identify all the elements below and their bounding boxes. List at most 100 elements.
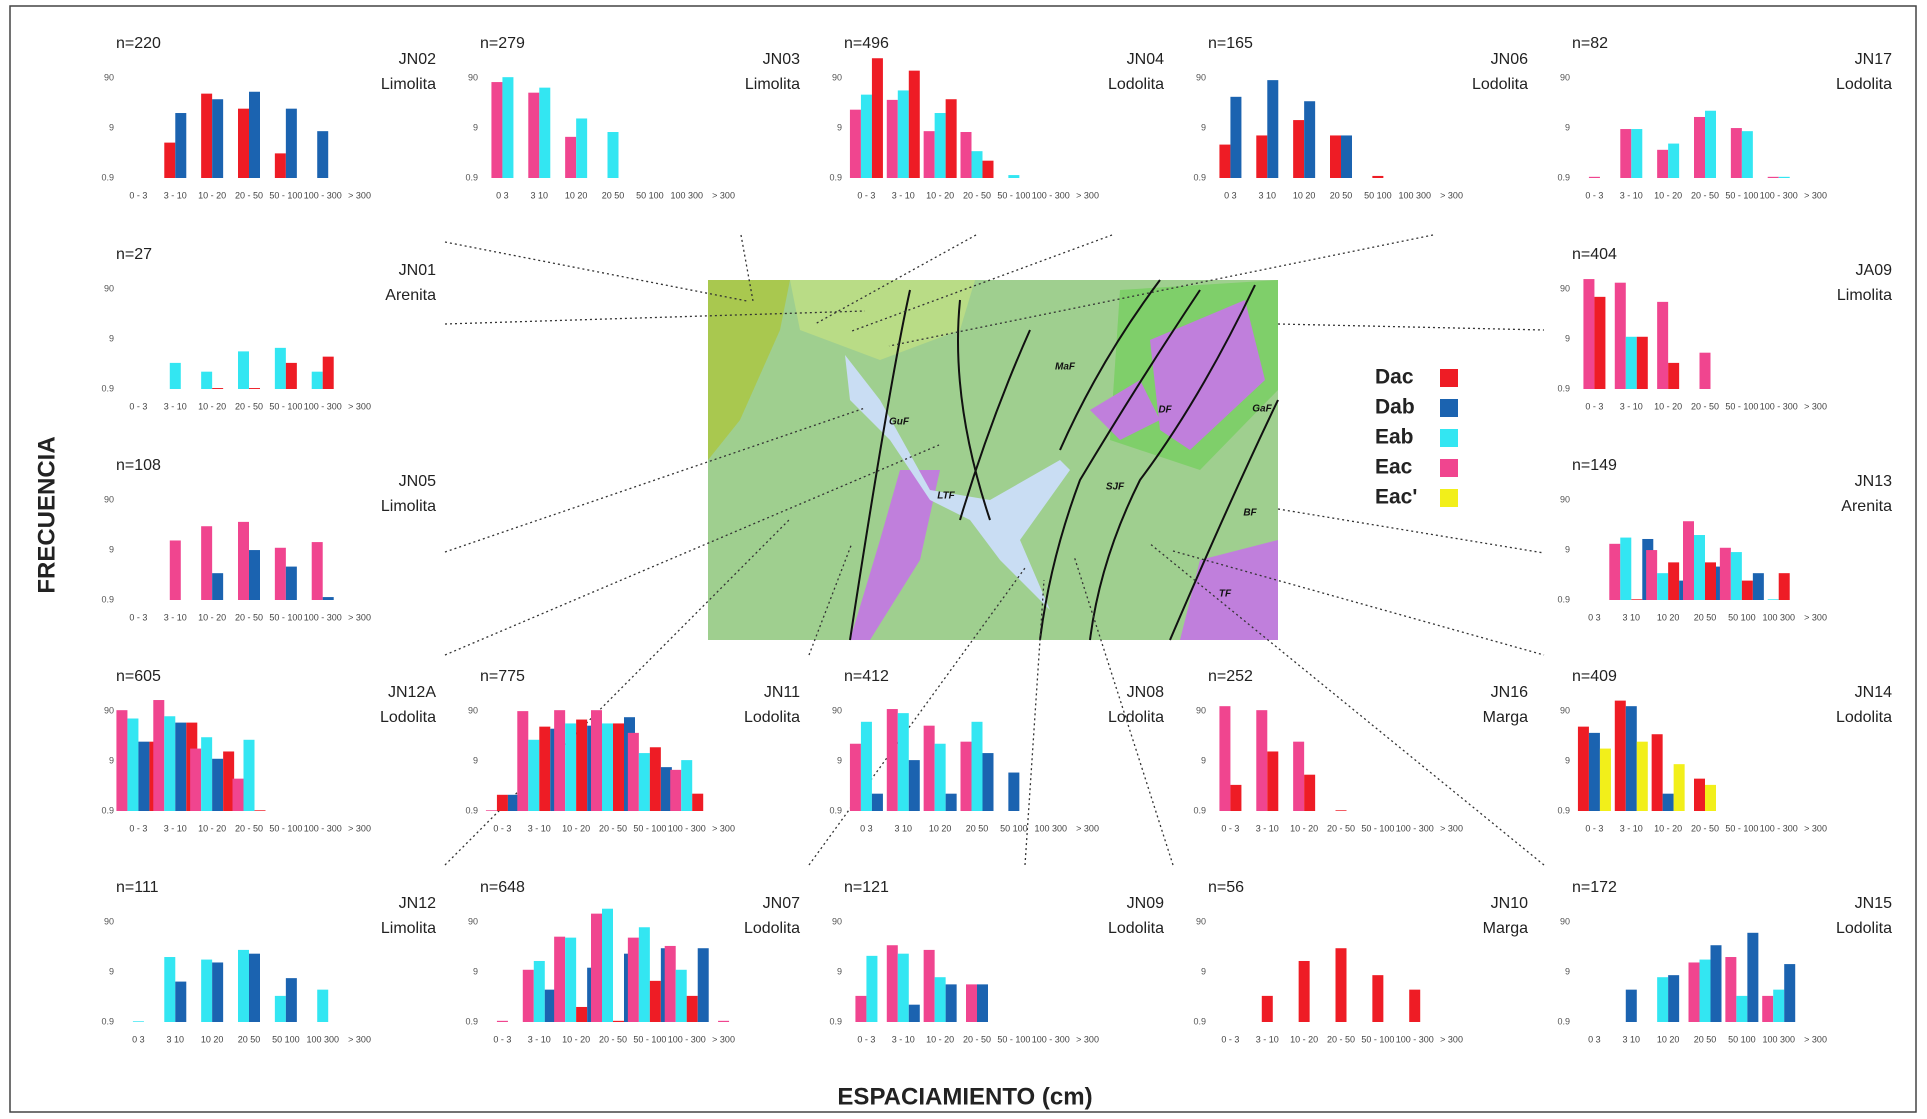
bar: [639, 753, 650, 811]
x-tick-label: 20 - 50: [599, 1034, 627, 1044]
bar: [223, 751, 234, 811]
panel-lithology: Lodolita: [1836, 709, 1892, 726]
y-tick-label: 9: [1565, 122, 1570, 132]
bar: [1768, 599, 1779, 600]
bar: [275, 348, 286, 389]
bar: [1620, 538, 1631, 600]
bar: [212, 759, 223, 811]
y-tick-label: 90: [1560, 494, 1570, 504]
bar: [946, 794, 957, 811]
bar: [1637, 337, 1648, 389]
n-label: n=409: [1572, 668, 1617, 685]
x-tick-label: > 300: [712, 823, 735, 833]
x-tick-label: 3 - 10: [1620, 823, 1643, 833]
x-tick-label: > 300: [348, 190, 371, 200]
bar: [565, 723, 576, 811]
bar: [1657, 150, 1668, 178]
x-tick-label: 0 - 3: [129, 612, 147, 622]
panel-lithology: Arenita: [385, 287, 436, 304]
bar: [1293, 120, 1304, 178]
n-label: n=605: [116, 668, 161, 685]
bar: [249, 388, 260, 389]
x-tick-label: 0 - 3: [129, 401, 147, 411]
x-tick-label: 50 - 100: [633, 823, 666, 833]
x-tick-label: 100 - 300: [1032, 1034, 1070, 1044]
bar: [1689, 962, 1700, 1022]
bar: [935, 744, 946, 811]
panel-lithology: Lodolita: [1836, 920, 1892, 937]
x-tick-label: 10 20: [1657, 612, 1680, 622]
x-tick-label: 10 - 20: [1290, 823, 1318, 833]
bar: [1372, 176, 1383, 178]
bar: [1742, 581, 1753, 600]
x-tick-label: 50 - 100: [269, 612, 302, 622]
bar: [190, 749, 201, 811]
bar: [650, 747, 661, 811]
x-tick-label: 0 3: [132, 1034, 145, 1044]
x-tick-label: 10 - 20: [198, 612, 226, 622]
bar: [898, 954, 909, 1022]
bar: [312, 542, 323, 600]
bar: [212, 962, 223, 1022]
y-tick-label: 0.9: [1557, 172, 1570, 182]
map-label: LTF: [937, 491, 955, 502]
bar: [249, 92, 260, 178]
panel-lithology: Lodolita: [744, 920, 800, 937]
bar: [961, 132, 972, 178]
bar: [977, 984, 988, 1022]
y-tick-label: 0.9: [1193, 805, 1206, 815]
x-tick-label: 20 - 50: [1327, 1034, 1355, 1044]
y-tick-label: 9: [1565, 544, 1570, 554]
y-tick-label: 9: [837, 122, 842, 132]
x-tick-label: 50 - 100: [1361, 823, 1394, 833]
x-tick-label: > 300: [1804, 1034, 1827, 1044]
bar: [872, 794, 883, 811]
bar: [670, 770, 681, 811]
bar: [909, 760, 920, 811]
bar: [1626, 990, 1637, 1022]
x-tick-label: 10 - 20: [198, 190, 226, 200]
bar: [1652, 734, 1663, 811]
x-tick-label: 50 100: [1364, 190, 1392, 200]
n-label: n=252: [1208, 668, 1253, 685]
y-tick-label: 90: [1560, 72, 1570, 82]
panel-lithology: Lodolita: [1108, 76, 1164, 93]
n-label: n=648: [480, 879, 525, 896]
x-tick-label: 0 - 3: [129, 823, 147, 833]
bar: [1657, 573, 1668, 600]
x-tick-label: > 300: [1076, 823, 1099, 833]
bar: [545, 990, 556, 1022]
y-tick-label: 0.9: [1557, 383, 1570, 393]
x-tick-label: 50 - 100: [997, 190, 1030, 200]
bar: [1341, 135, 1352, 178]
bar: [1409, 990, 1420, 1022]
x-tick-label: > 300: [1804, 612, 1827, 622]
x-tick-label: 100 - 300: [1396, 1034, 1434, 1044]
bar: [591, 914, 602, 1022]
legend-label: Eab: [1375, 426, 1414, 449]
bar: [1694, 117, 1705, 178]
bar: [133, 1021, 144, 1022]
bar: [1267, 80, 1278, 178]
x-tick-label: 20 - 50: [599, 823, 627, 833]
bar: [1615, 701, 1626, 811]
bar: [887, 945, 898, 1022]
bar: [323, 597, 334, 600]
x-tick-label: 20 50: [966, 823, 989, 833]
bar: [244, 740, 255, 811]
x-tick-label: 0 - 3: [1585, 823, 1603, 833]
x-tick-label: 100 - 300: [304, 190, 342, 200]
bar: [1008, 175, 1019, 178]
n-label: n=121: [844, 879, 889, 896]
bar: [238, 522, 249, 600]
y-tick-label: 0.9: [1557, 594, 1570, 604]
n-label: n=165: [1208, 35, 1253, 52]
bar: [153, 700, 164, 811]
x-tick-label: 20 50: [602, 190, 625, 200]
x-tick-label: 20 - 50: [235, 823, 263, 833]
bar: [1230, 97, 1241, 178]
x-tick-label: 50 - 100: [269, 401, 302, 411]
y-tick-label: 0.9: [1557, 1016, 1570, 1026]
bar: [523, 970, 534, 1022]
bar: [1620, 129, 1631, 178]
